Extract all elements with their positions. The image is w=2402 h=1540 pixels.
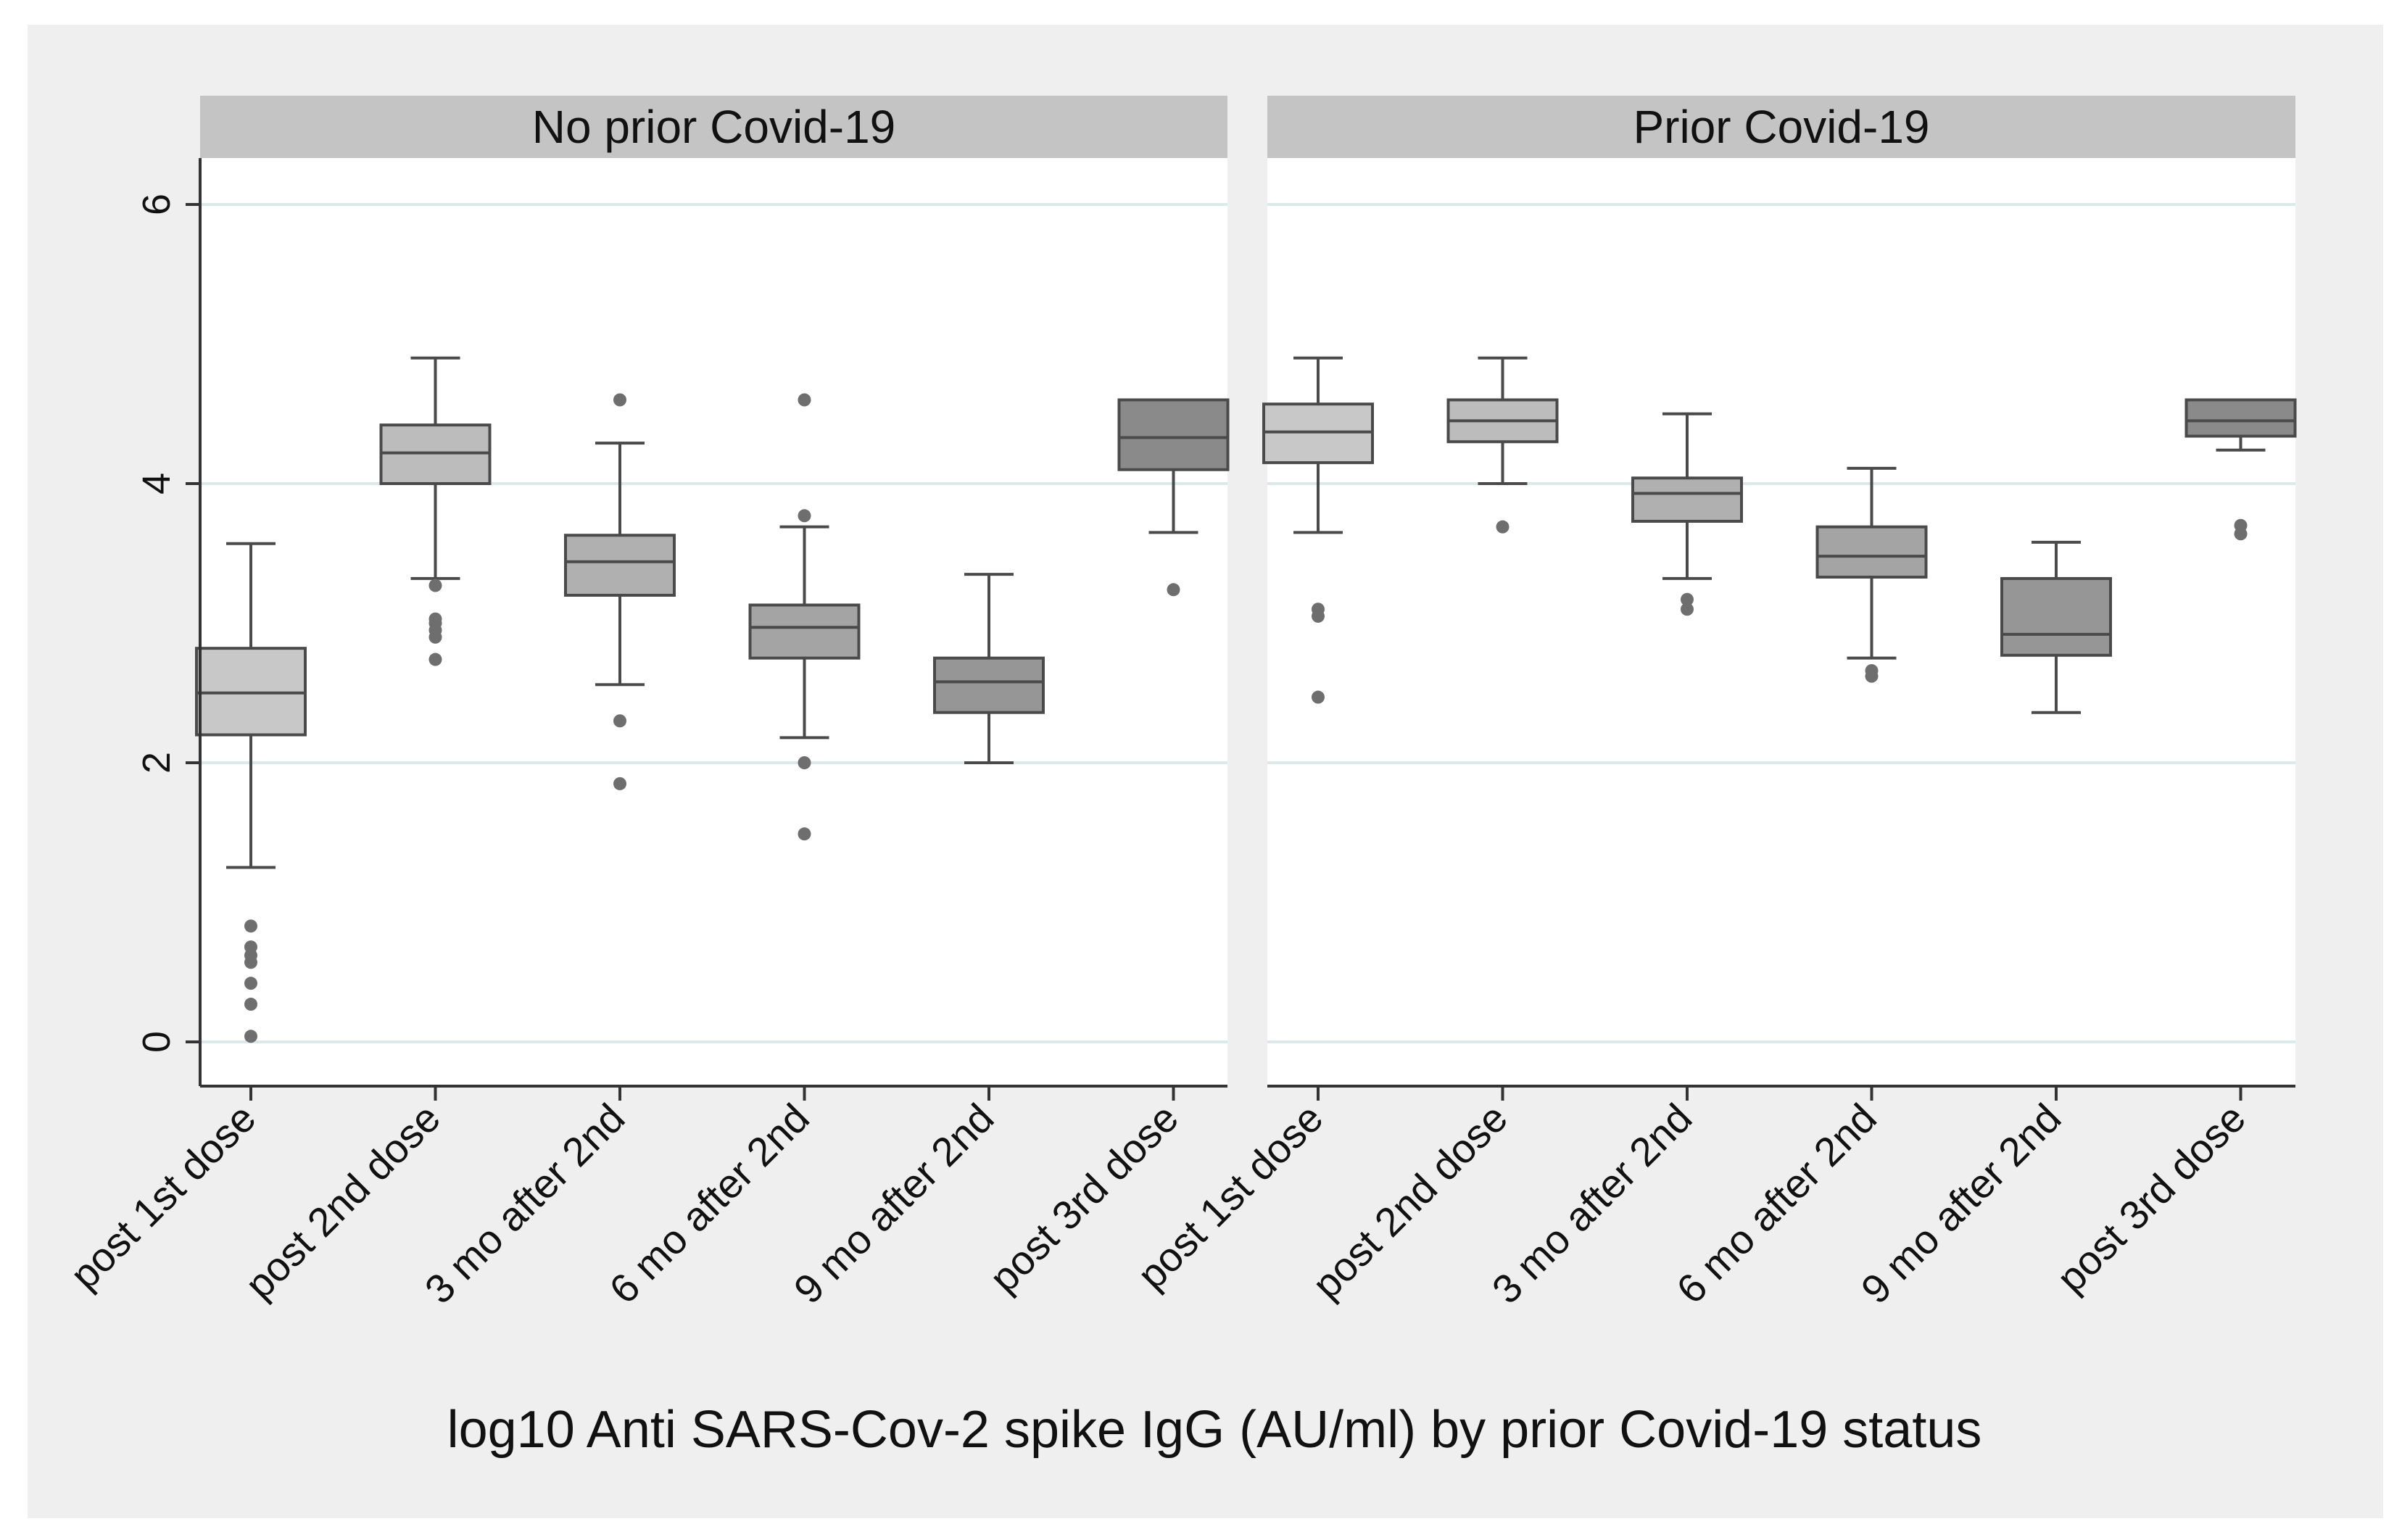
box-post-3rd-dose	[1117, 398, 1230, 597]
outlier-point	[244, 977, 257, 990]
box-post-1st-dose	[1262, 356, 1374, 704]
box-post-2nd-dose	[1446, 356, 1559, 534]
iqr-box	[1631, 476, 1743, 523]
outlier-point	[613, 777, 626, 790]
outlier-point	[1496, 520, 1509, 534]
iqr-box	[933, 656, 1045, 714]
iqr-box	[2184, 398, 2297, 438]
outlier-point	[1167, 583, 1180, 597]
iqr-box	[564, 534, 676, 597]
panel-plot-area	[200, 158, 1227, 1086]
y-tick-label: 6	[135, 194, 178, 215]
panel-strip	[1267, 96, 2295, 158]
box-post-3rd-dose	[2184, 398, 2297, 541]
y-axis: 0 2 4 6	[135, 158, 202, 1086]
outlier-point	[613, 714, 626, 728]
iqr-box	[2000, 576, 2112, 657]
panel-strip-label: No prior Covid-19	[532, 101, 896, 153]
outlier-point	[244, 940, 257, 954]
panel-plot-area	[1267, 158, 2295, 1086]
outlier-point	[1312, 603, 1325, 616]
box-6-mo-after-2nd	[1815, 466, 1928, 683]
box-6-mo-after-2nd	[748, 393, 861, 841]
outlier-point	[244, 998, 257, 1011]
panel-strip	[200, 96, 1227, 158]
outlier-point	[244, 1030, 257, 1043]
outlier-point	[798, 756, 811, 769]
outlier-point	[244, 919, 257, 933]
outlier-point	[428, 612, 442, 626]
box-post-1st-dose	[195, 542, 307, 1043]
outlier-point	[1865, 663, 1879, 677]
outlier-point	[798, 509, 811, 523]
panel-strip-label: Prior Covid-19	[1633, 101, 1929, 153]
iqr-box	[1815, 525, 1928, 579]
outlier-point	[428, 579, 442, 592]
box-3-mo-after-2nd	[1631, 412, 1743, 616]
box-9-mo-after-2nd	[933, 573, 1045, 764]
outlier-point	[1681, 592, 1694, 606]
y-tick-label: 4	[135, 473, 178, 494]
y-tick-label: 0	[135, 1031, 178, 1053]
iqr-box	[748, 603, 861, 660]
x-axis-title: log10 Anti SARS-Cov-2 spike IgG (AU/ml) …	[447, 1401, 1982, 1459]
box-9-mo-after-2nd	[2000, 540, 2112, 714]
box-3-mo-after-2nd	[564, 393, 676, 790]
box-post-2nd-dose	[379, 356, 492, 666]
outlier-point	[1312, 690, 1325, 704]
outlier-point	[798, 827, 811, 841]
outlier-point	[1681, 603, 1694, 616]
outlier-point	[2234, 518, 2248, 532]
outlier-point	[613, 393, 626, 407]
outlier-point	[428, 653, 442, 666]
iqr-box	[1117, 398, 1230, 471]
outlier-point	[798, 393, 811, 407]
y-tick-label: 2	[135, 752, 178, 774]
